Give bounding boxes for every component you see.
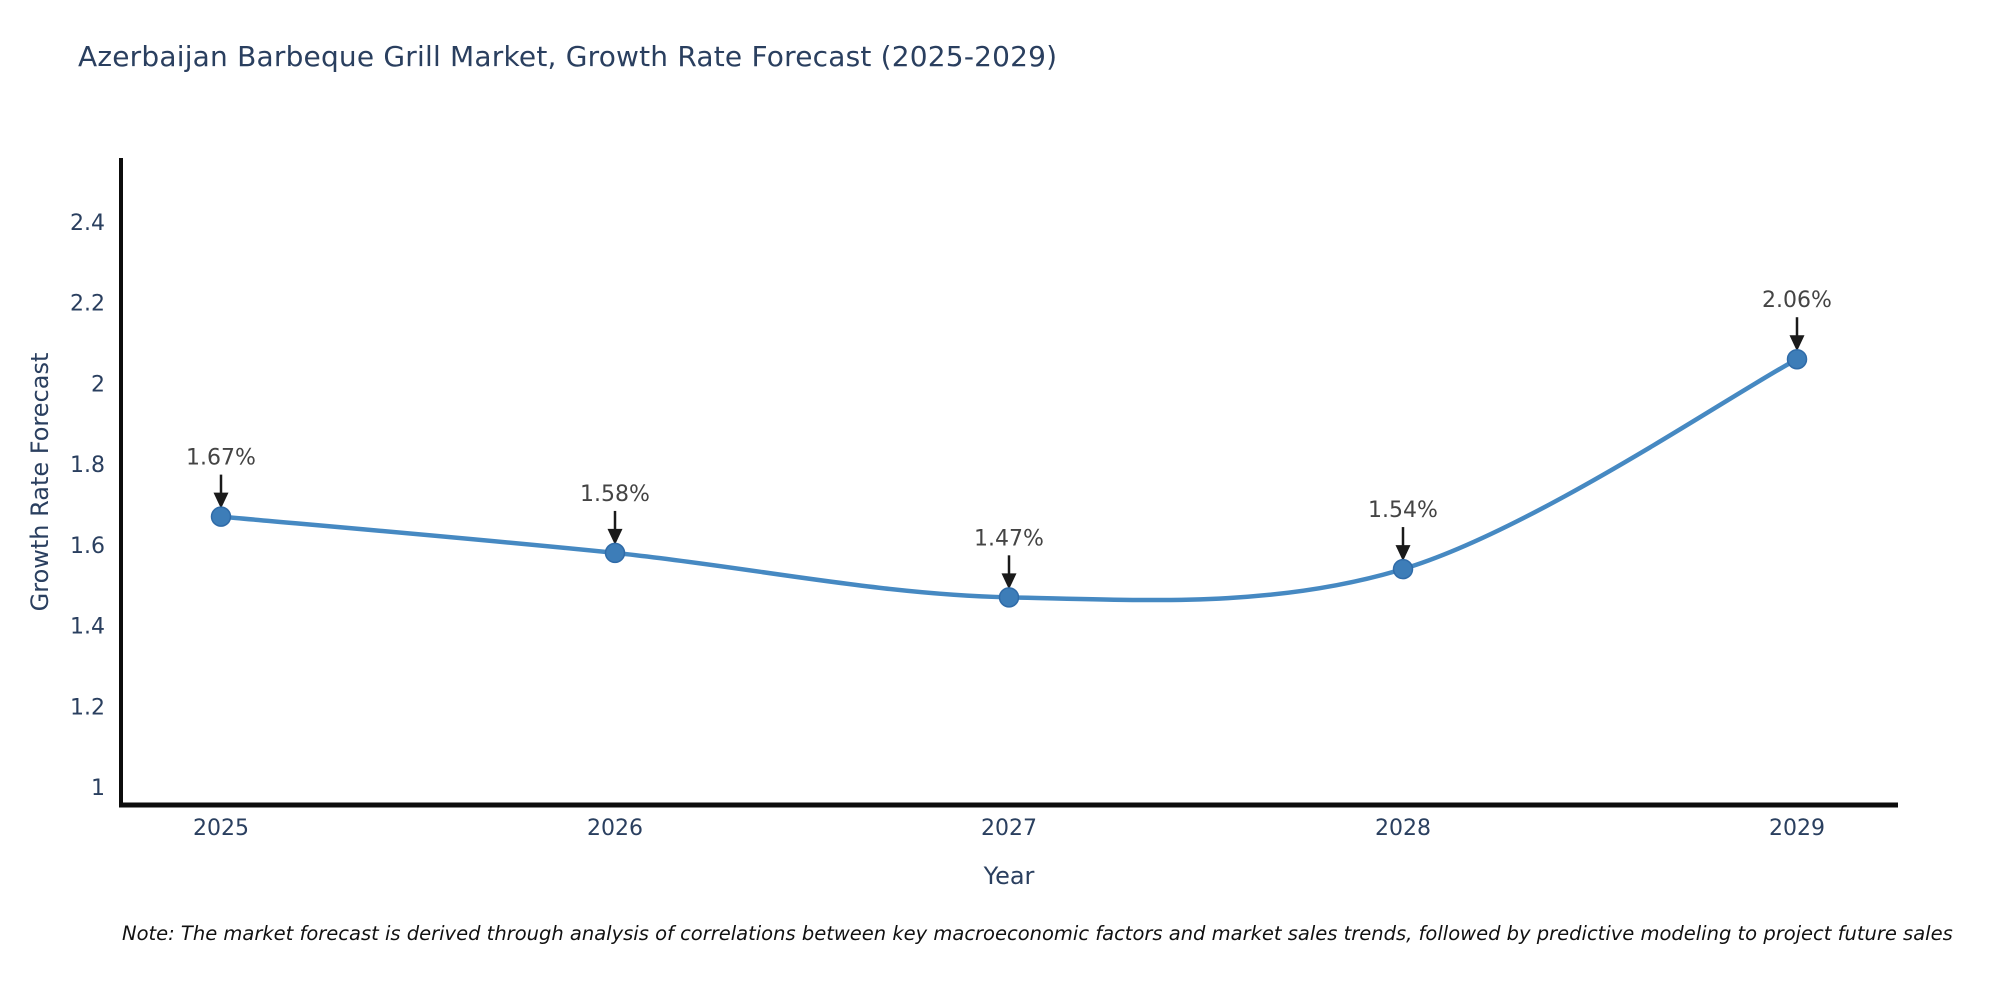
annotation-arrow-head [607,528,623,545]
y-tick-label: 1 [91,776,105,801]
data-point-label: 1.58% [580,482,650,507]
data-point-label: 1.54% [1368,498,1438,523]
x-tick-label: 2026 [587,816,643,841]
chart-footnote: Note: The market forecast is derived thr… [122,922,1953,945]
x-tick-label: 2027 [981,816,1037,841]
y-tick-label: 1.2 [70,695,105,720]
x-axis-title: Year [983,862,1035,890]
data-point-marker [998,587,1020,608]
annotation-arrow-head [1789,335,1805,352]
data-point-marker [210,506,232,527]
y-tick-label: 1.8 [70,453,105,478]
data-point-marker [1786,348,1808,370]
data-point-label: 2.06% [1762,288,1832,313]
data-point-marker [604,542,626,564]
y-tick-label: 2.2 [70,292,105,317]
data-point-marker [1392,558,1414,580]
y-tick-label: 1.4 [70,615,105,640]
y-tick-label: 1.6 [70,534,105,559]
chart-title: Azerbaijan Barbeque Grill Market, Growth… [78,40,1058,73]
x-tick-label: 2025 [193,816,249,841]
y-tick-label: 2 [91,372,105,397]
annotation-arrow-head [1001,573,1017,590]
data-point-label: 1.47% [974,526,1044,551]
annotation-arrow-head [1395,545,1411,562]
x-tick-label: 2028 [1375,816,1431,841]
data-point-label: 1.67% [186,446,256,471]
annotation-arrow-head [213,492,229,509]
x-tick-label: 2029 [1769,816,1825,841]
y-tick-label: 2.4 [70,211,105,236]
